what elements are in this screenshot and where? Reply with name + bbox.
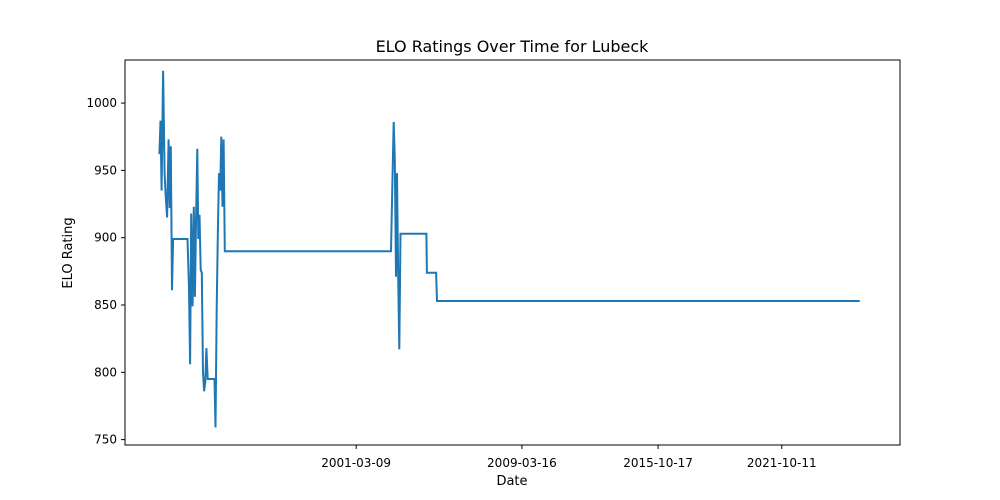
x-axis-label: Date xyxy=(496,474,527,489)
y-tick-label: 750 xyxy=(94,433,117,447)
x-tick-label: 2009-03-16 xyxy=(487,456,557,470)
chart-title: ELO Ratings Over Time for Lubeck xyxy=(376,37,650,56)
plot-area xyxy=(158,70,860,428)
y-tick-label: 800 xyxy=(94,365,117,379)
y-tick-label: 1000 xyxy=(86,96,117,110)
x-axis: 2001-03-09 2009-03-16 2015-10-17 2021-10-11 xyxy=(321,445,817,470)
y-axis: 750 800 850 900 950 1000 xyxy=(86,96,125,447)
y-tick-label: 900 xyxy=(94,231,117,245)
x-tick-label: 2021-10-11 xyxy=(747,456,817,470)
x-tick-label: 2015-10-17 xyxy=(623,456,693,470)
series-line-0 xyxy=(158,70,860,428)
y-axis-label: ELO Rating xyxy=(61,217,76,288)
x-tick-label: 2001-03-09 xyxy=(321,456,391,470)
y-tick-label: 950 xyxy=(94,163,117,177)
axes-frame xyxy=(124,59,901,446)
y-tick-label: 850 xyxy=(94,298,117,312)
